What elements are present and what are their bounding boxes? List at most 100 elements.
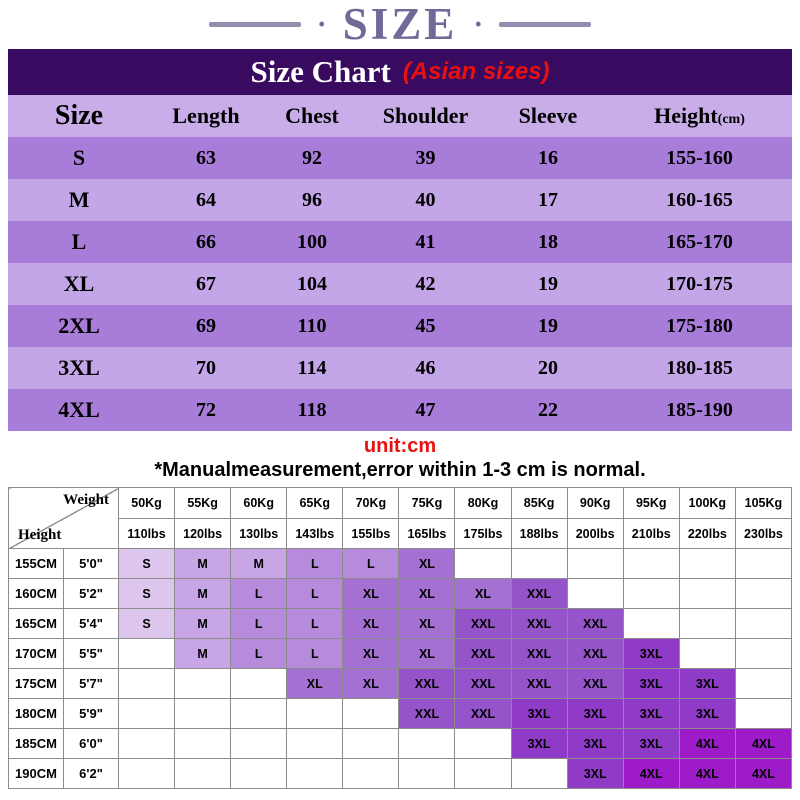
height-cm-label: 185CM (8, 728, 64, 759)
size-value: 63 (196, 146, 216, 169)
matrix-size-cell: L (342, 548, 400, 579)
banner-subtitle: (Asian sizes) (402, 58, 550, 85)
matrix-size-cell: 3XL (678, 698, 736, 729)
matrix-size-cell: XXL (510, 608, 568, 639)
size-value: 104 (297, 272, 327, 295)
height-cm-label: 190CM (8, 758, 64, 789)
size-table-row: M 64 96 40 17 160-165 (8, 179, 792, 221)
size-value: 69 (196, 314, 216, 337)
size-value: 185-190 (666, 398, 733, 421)
matrix-row: 190CM 6'2" 3XL 4XL 4XL 4XL (8, 758, 793, 789)
matrix-size-cell: XXL (454, 698, 512, 729)
matrix-size-cell: M (174, 578, 232, 609)
size-value: 72 (196, 398, 216, 421)
matrix-size-cell: L (286, 638, 344, 669)
matrix-size-cell: 3XL (510, 728, 568, 759)
matrix-size-cell: XXL (454, 638, 512, 669)
matrix-size-cell: XL (286, 668, 344, 699)
title-dash-right-icon (499, 22, 592, 27)
matrix-size-cell: 3XL (566, 728, 624, 759)
height-cm-label: 165CM (8, 608, 64, 639)
matrix-size-cell: S (117, 578, 176, 609)
size-value: 114 (297, 356, 327, 379)
matrix-corner-cell: Weight Height (8, 487, 119, 549)
height-cm-label: 170CM (8, 638, 64, 669)
size-value: 180-185 (666, 356, 733, 379)
weight-kg-header: 75Kg (398, 487, 456, 519)
matrix-size-cell: L (286, 608, 344, 639)
size-value: 19 (538, 314, 558, 337)
weight-kg-header: 100Kg (678, 487, 736, 519)
matrix-empty-cell (117, 698, 176, 729)
matrix-size-cell: 3XL (678, 668, 736, 699)
matrix-size-cell: 4XL (678, 758, 736, 789)
size-value: 42 (415, 272, 436, 295)
matrix-size-cell: 3XL (622, 668, 680, 699)
matrix-size-cell: M (174, 638, 232, 669)
matrix-empty-cell (117, 668, 176, 699)
height-unit-suffix: (cm) (717, 112, 745, 127)
matrix-empty-cell (734, 668, 793, 699)
weight-kg-header: 50Kg (117, 487, 176, 519)
weight-kg-header: 65Kg (286, 487, 344, 519)
weight-kg-header: 85Kg (510, 487, 568, 519)
matrix-row: 155CM 5'0" S M M L L XL (8, 548, 793, 579)
matrix-empty-cell (230, 728, 288, 759)
height-cm-label: 180CM (8, 698, 64, 729)
matrix-empty-cell (117, 728, 176, 759)
matrix-empty-cell (174, 698, 232, 729)
size-label: 3XL (58, 355, 100, 380)
matrix-empty-cell (454, 548, 512, 579)
size-label: 4XL (58, 397, 100, 422)
matrix-size-cell: XL (398, 548, 456, 579)
size-label: S (72, 145, 86, 170)
matrix-empty-cell (117, 758, 176, 789)
corner-height-label: Height (18, 527, 62, 543)
matrix-size-cell: 4XL (734, 728, 793, 759)
size-table-row: 2XL 69 110 45 19 175-180 (8, 305, 792, 347)
matrix-empty-cell (734, 638, 793, 669)
matrix-size-cell: 3XL (566, 758, 624, 789)
matrix-size-cell: M (230, 548, 288, 579)
weight-lbs-header: 165lbs (398, 518, 456, 549)
matrix-size-cell: XL (398, 578, 456, 609)
size-value: 170-175 (666, 272, 733, 295)
size-value: 47 (415, 398, 436, 421)
weight-lbs-header: 120lbs (174, 518, 232, 549)
size-column-header: Length (172, 103, 240, 128)
matrix-size-cell: XL (454, 578, 512, 609)
matrix-size-cell: L (286, 578, 344, 609)
size-label: L (71, 229, 87, 254)
matrix-size-cell: XXL (510, 578, 568, 609)
size-chart-banner: Size Chart (Asian sizes) (8, 49, 792, 95)
matrix-empty-cell (734, 698, 793, 729)
height-ft-label: 6'0" (63, 728, 119, 759)
size-table-row: 3XL 70 114 46 20 180-185 (8, 347, 792, 389)
matrix-empty-cell (622, 548, 680, 579)
corner-weight-label: Weight (63, 492, 109, 508)
weight-lbs-header: 230lbs (734, 518, 793, 549)
matrix-empty-cell (734, 578, 793, 609)
matrix-empty-cell (174, 668, 232, 699)
matrix-size-cell: 4XL (734, 758, 793, 789)
weight-lbs-header: 220lbs (678, 518, 736, 549)
height-ft-label: 5'0" (63, 548, 119, 579)
size-value: 40 (415, 188, 436, 211)
matrix-empty-cell (566, 578, 624, 609)
matrix-empty-cell (230, 698, 288, 729)
matrix-lbs-header-row: 110lbs 120lbs 130lbs 143lbs 155lbs 165lbs 175l… (9, 518, 793, 549)
matrix-size-cell: XXL (454, 668, 512, 699)
size-table-body: S 63 92 39 16 155-160 M 64 96 40 17 160-165 L 66 100 41… (8, 137, 792, 431)
matrix-size-cell: XXL (566, 668, 624, 699)
weight-kg-header: 60Kg (230, 487, 288, 519)
weight-lbs-header: 110lbs (117, 518, 176, 549)
size-value: 160-165 (666, 188, 733, 211)
measurement-note: *Manualmeasurement,error within 1-3 cm i… (154, 459, 646, 481)
matrix-empty-cell (678, 638, 736, 669)
matrix-empty-cell (342, 728, 400, 759)
matrix-size-cell: XXL (398, 698, 456, 729)
weight-lbs-header: 143lbs (286, 518, 344, 549)
size-column-header: Size (54, 100, 104, 131)
matrix-empty-cell (230, 758, 288, 789)
matrix-empty-cell (286, 758, 344, 789)
